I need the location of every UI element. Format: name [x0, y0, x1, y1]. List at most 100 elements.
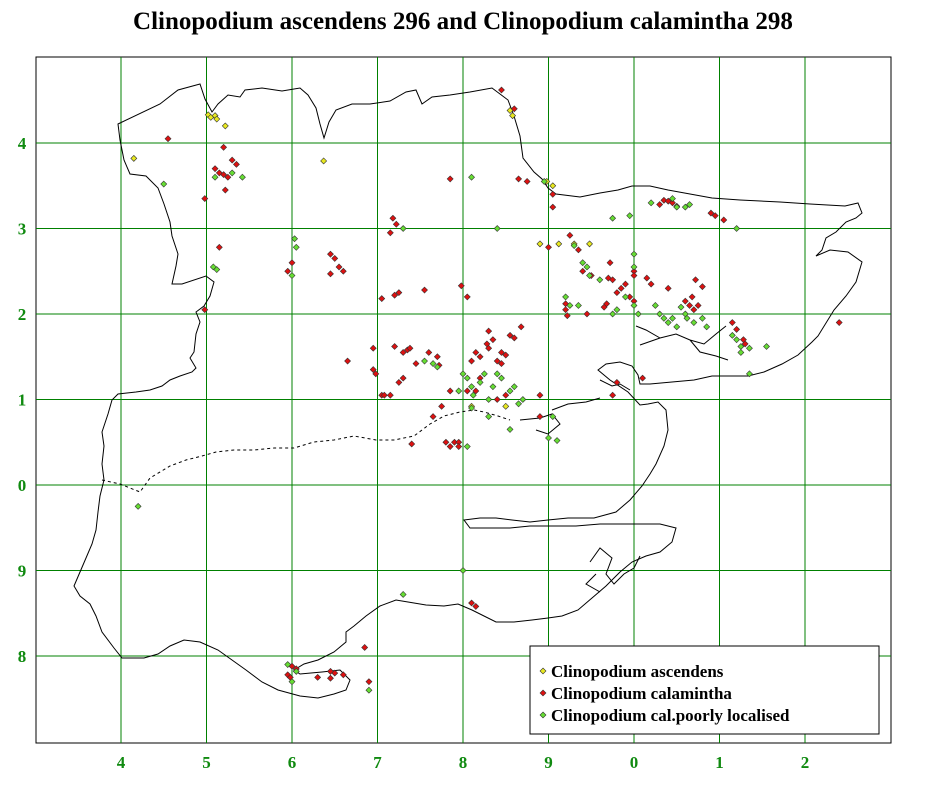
record-point-calamintha [331, 669, 339, 677]
record-point-calamintha [643, 274, 651, 282]
record-point-calamintha [395, 289, 403, 297]
record-point-calamintha [498, 349, 505, 356]
record-point-poorly [634, 310, 642, 318]
record-point-poorly [630, 250, 638, 258]
record-point-calamintha [201, 195, 209, 202]
record-point-calamintha [399, 374, 407, 382]
record-point-poorly [549, 413, 557, 421]
county-outline [73, 83, 863, 699]
record-point-poorly [690, 319, 698, 326]
record-point-calamintha [211, 165, 219, 173]
record-point-calamintha [536, 391, 544, 399]
y-tick-label: 3 [18, 220, 27, 239]
record-point-calamintha [457, 282, 465, 290]
record-point-poorly [647, 199, 655, 207]
x-tick-label: 8 [459, 753, 468, 772]
record-point-calamintha [386, 229, 394, 237]
x-tick-label: 7 [373, 753, 382, 772]
record-point-calamintha [201, 306, 209, 314]
record-point-calamintha [369, 344, 377, 352]
record-point-calamintha [707, 209, 715, 217]
x-tick-label: 9 [544, 753, 553, 772]
record-point-calamintha [331, 255, 339, 262]
record-point-poorly [519, 396, 527, 403]
record-point-poorly [292, 243, 300, 251]
record-point-calamintha [566, 231, 574, 239]
record-point-calamintha [361, 644, 369, 651]
record-point-calamintha [463, 293, 471, 301]
record-point-poorly [468, 173, 475, 181]
record-point-calamintha [220, 143, 228, 151]
record-point-calamintha [613, 289, 621, 297]
y-tick-label: 8 [18, 647, 27, 666]
record-point-calamintha [549, 190, 557, 198]
record-point-poorly [459, 370, 467, 378]
record-point-poorly [485, 413, 493, 421]
record-point-calamintha [344, 357, 351, 365]
record-point-poorly [489, 383, 497, 391]
record-point-calamintha [433, 353, 441, 361]
record-point-calamintha [613, 378, 621, 386]
y-tick-label: 0 [18, 476, 27, 495]
record-point-poorly [737, 349, 745, 356]
record-point-ascendens [130, 154, 138, 162]
record-point-calamintha [429, 413, 437, 421]
x-tick-label: 0 [630, 753, 639, 772]
record-point-poorly [540, 178, 548, 185]
record-point-calamintha [622, 280, 629, 288]
record-point-calamintha [335, 263, 343, 271]
record-point-poorly [698, 314, 706, 322]
record-point-poorly [733, 336, 741, 344]
record-point-calamintha [517, 323, 525, 331]
record-point-poorly [433, 363, 441, 371]
record-point-poorly [213, 266, 221, 273]
record-point-poorly [683, 314, 691, 322]
record-point-poorly [469, 391, 477, 399]
record-point-calamintha [686, 302, 693, 309]
record-point-poorly [579, 259, 587, 267]
record-point-poorly [238, 173, 246, 181]
record-point-poorly [399, 225, 407, 232]
legend-box [529, 645, 880, 735]
record-point-calamintha [228, 156, 236, 164]
record-point-calamintha [476, 353, 484, 361]
record-point-calamintha [339, 671, 347, 679]
record-point-ascendens [549, 182, 557, 190]
record-point-poorly [463, 374, 471, 382]
record-point-poorly [651, 302, 659, 309]
record-point-calamintha [510, 334, 518, 342]
x-tick-label: 1 [715, 753, 724, 772]
grid-lines [36, 57, 891, 743]
record-point-poorly [677, 303, 685, 311]
record-point-calamintha [498, 86, 505, 94]
record-point-calamintha [365, 678, 373, 686]
record-point-calamintha [472, 349, 480, 356]
record-point-calamintha [438, 402, 446, 410]
record-point-poorly [626, 212, 634, 220]
record-point-calamintha [455, 443, 463, 450]
record-point-calamintha [575, 246, 582, 254]
record-point-poorly [160, 180, 168, 188]
record-point-poorly [421, 357, 428, 365]
record-point-poorly [733, 225, 741, 232]
record-point-calamintha [392, 220, 400, 228]
record-point-poorly [134, 502, 142, 510]
x-tick-label: 4 [117, 753, 126, 772]
record-point-calamintha [664, 284, 672, 292]
record-point-calamintha [489, 336, 497, 344]
record-point-poorly [365, 686, 373, 694]
record-point-calamintha [485, 327, 493, 335]
record-point-poorly [515, 400, 522, 408]
record-point-poorly [728, 331, 736, 339]
record-point-poorly [562, 293, 570, 301]
record-point-calamintha [690, 306, 698, 314]
record-point-calamintha [733, 325, 741, 333]
record-point-poorly [459, 567, 467, 574]
record-point-calamintha [515, 175, 522, 183]
record-point-poorly [476, 378, 484, 386]
record-point-calamintha [493, 396, 501, 403]
record-point-calamintha [468, 599, 475, 607]
record-point-poorly [498, 374, 505, 382]
record-point-calamintha [741, 340, 749, 348]
record-point-calamintha [472, 387, 480, 395]
